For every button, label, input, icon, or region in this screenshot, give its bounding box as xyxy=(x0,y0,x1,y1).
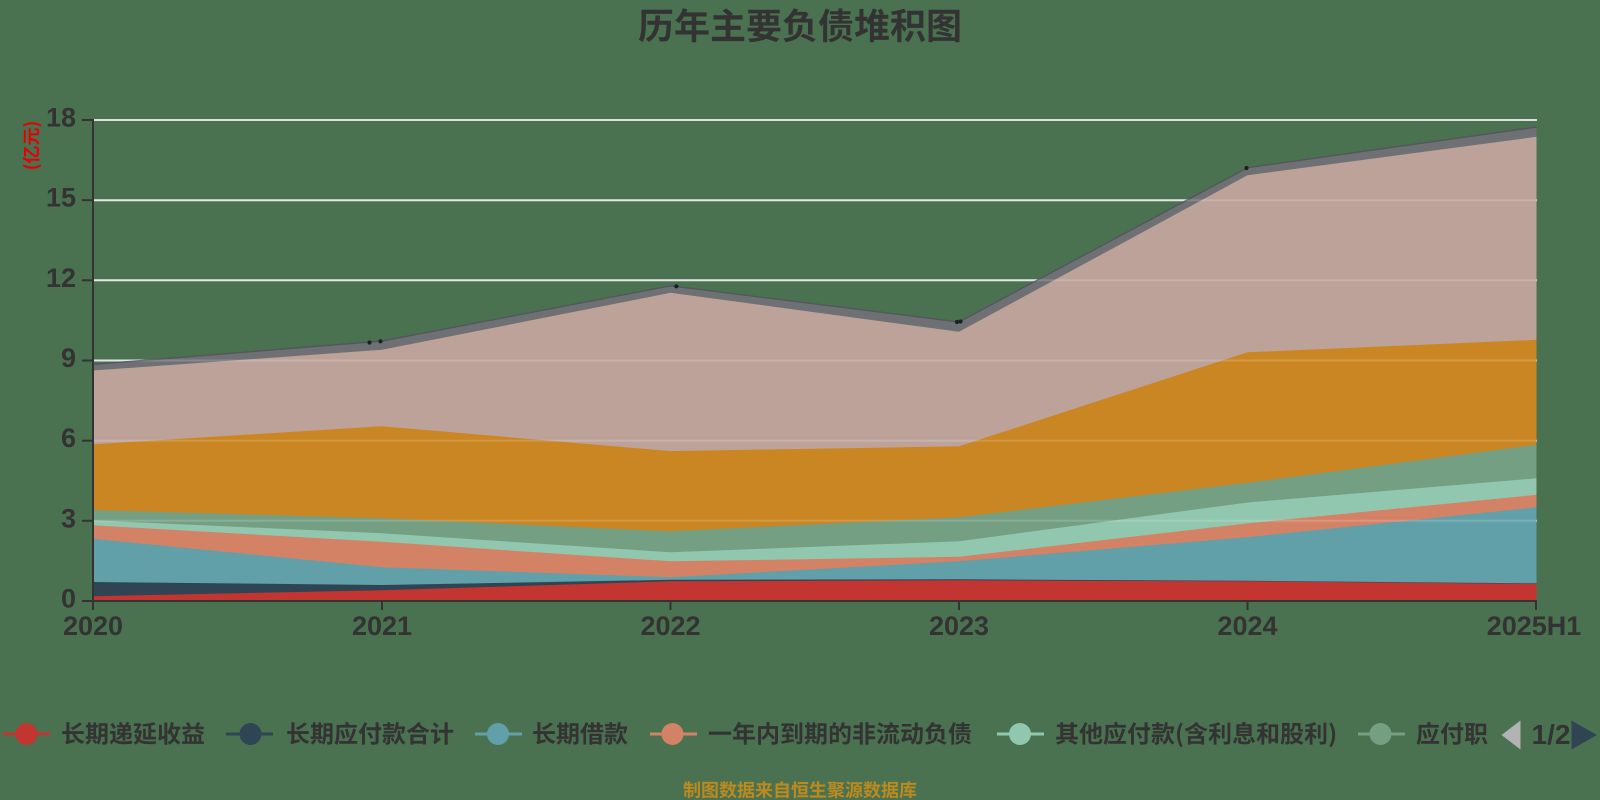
svg-text:2020: 2020 xyxy=(63,611,123,641)
svg-text:1/2: 1/2 xyxy=(1532,719,1571,750)
svg-text:2025H1: 2025H1 xyxy=(1487,611,1582,641)
svg-text:2023: 2023 xyxy=(929,611,989,641)
svg-text:0: 0 xyxy=(61,584,76,614)
svg-text:2021: 2021 xyxy=(352,611,412,641)
svg-text:9: 9 xyxy=(61,343,76,373)
svg-text:12: 12 xyxy=(46,263,76,293)
svg-text:2022: 2022 xyxy=(640,611,700,641)
svg-text:18: 18 xyxy=(46,103,76,133)
svg-text:6: 6 xyxy=(61,423,76,453)
svg-text:15: 15 xyxy=(46,183,76,213)
svg-text:3: 3 xyxy=(61,503,76,533)
svg-text:2024: 2024 xyxy=(1217,611,1277,641)
